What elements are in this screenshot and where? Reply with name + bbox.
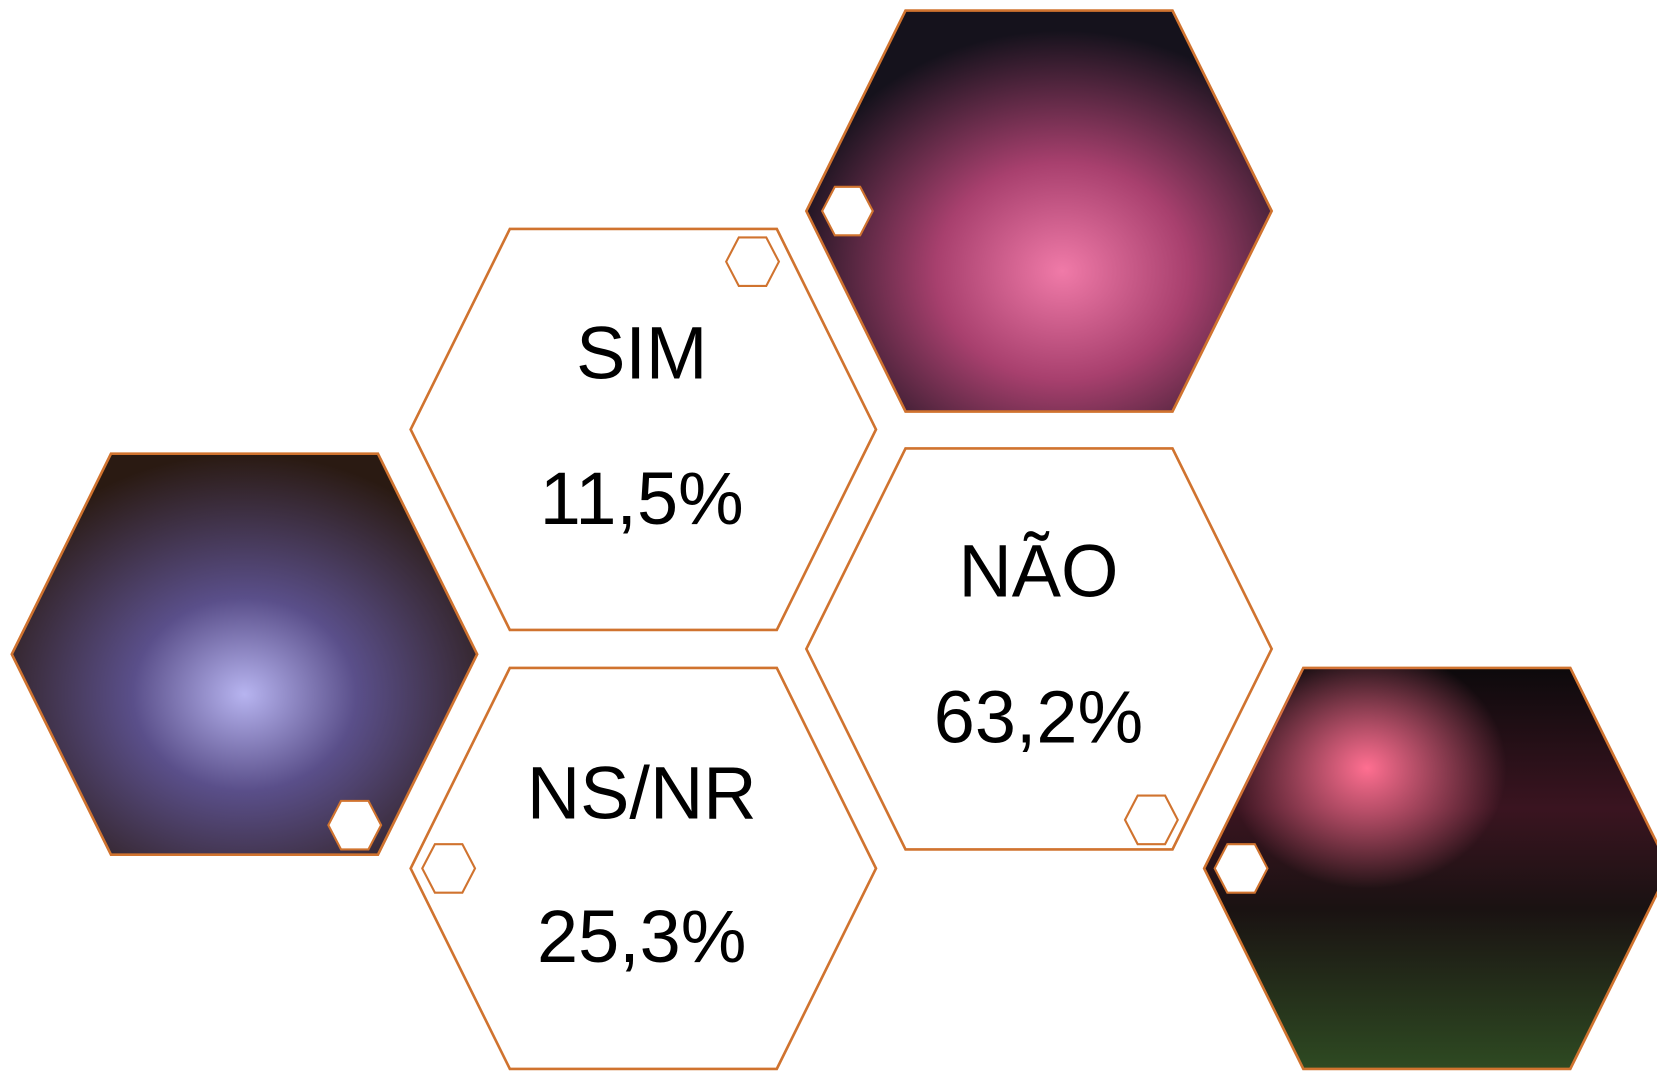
mini-hexagon	[726, 237, 779, 286]
label: NÃO	[958, 530, 1118, 613]
mini-hexagon	[1125, 796, 1178, 845]
label: NS/NR	[527, 751, 757, 834]
photo-fireworks	[806, 11, 1271, 412]
hexagon	[411, 229, 876, 630]
hexagon	[806, 448, 1271, 849]
label: SIM	[576, 311, 707, 394]
hexagon	[411, 668, 876, 1069]
photo-glow	[1204, 668, 1657, 1069]
mini-hexagon	[422, 844, 475, 893]
percentage: 25,3%	[537, 895, 746, 978]
percentage: 63,2%	[934, 675, 1143, 758]
infographic: SIM 11,5% NÃO 63,2% NS/NR 25,3%	[0, 0, 1657, 1071]
photo-fireworks	[12, 454, 477, 855]
mini-hexagon	[328, 801, 381, 850]
mini-hexagon	[1215, 844, 1268, 893]
percentage: 11,5%	[540, 457, 744, 540]
